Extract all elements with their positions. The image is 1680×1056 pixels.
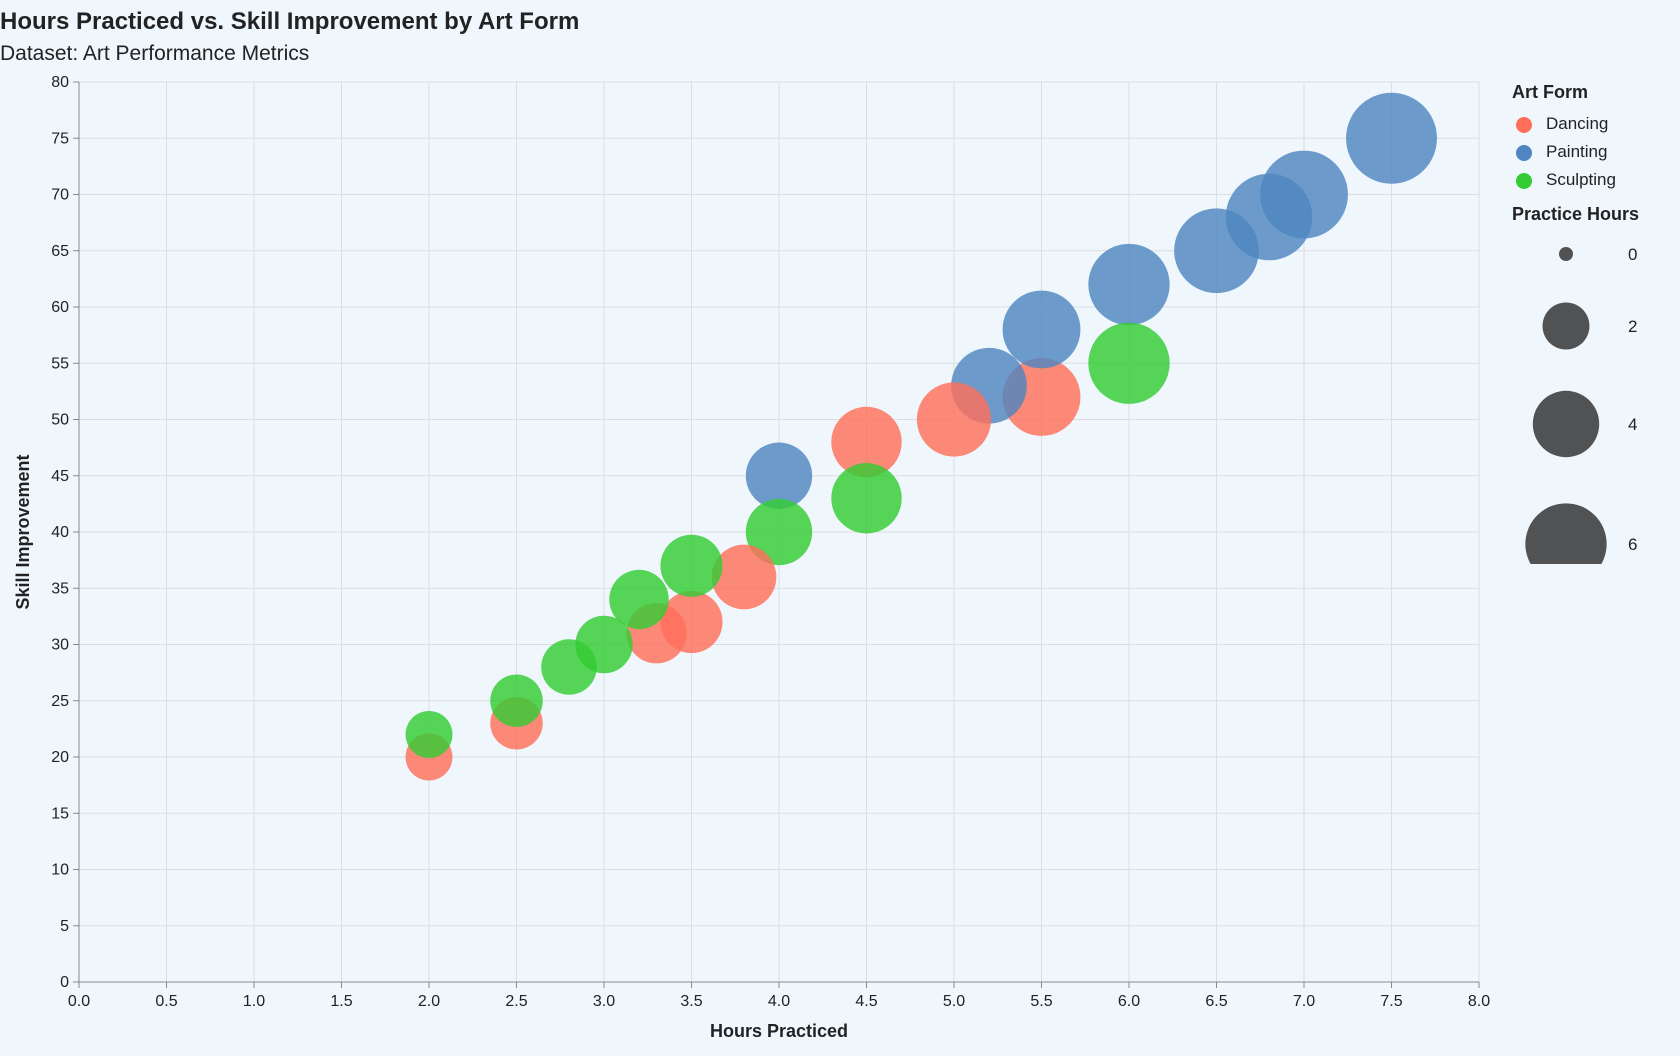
data-point-sculpting xyxy=(405,711,453,758)
y-tick-label: 50 xyxy=(51,412,69,429)
size-legend-label: 4 xyxy=(1628,415,1637,434)
x-tick-label: 2.0 xyxy=(418,993,440,1010)
y-tick-label: 35 xyxy=(51,580,69,597)
y-tick-label: 80 xyxy=(51,74,69,91)
data-point-painting xyxy=(745,442,813,509)
y-tick-label: 25 xyxy=(51,693,69,710)
data-point-painting xyxy=(1088,243,1170,326)
legend-label: Dancing xyxy=(1546,114,1609,133)
x-tick-label: 5.0 xyxy=(943,993,965,1010)
legend-item-sculpting[interactable]: Sculpting xyxy=(1512,167,1680,195)
data-point-sculpting xyxy=(609,569,669,630)
legend-label: Painting xyxy=(1546,142,1608,161)
y-tick-label: 70 xyxy=(51,187,69,204)
y-tick-label: 30 xyxy=(51,637,69,654)
legend-item-dancing[interactable]: Dancing xyxy=(1512,111,1680,139)
color-legend-title: Art Form xyxy=(1512,82,1588,102)
x-tick-label: 3.5 xyxy=(680,993,702,1010)
data-point-painting xyxy=(1174,208,1259,294)
y-axis-title: Skill Improvement xyxy=(13,454,33,609)
scatter-chart: 0.0 0.5 1.0 1.5 2.0 2.5 3.0 3.5 4.0 4.5 5.0 5.5 6.0 6… xyxy=(13,74,1490,1041)
data-point-dancing xyxy=(711,544,777,610)
x-tick-label: 1.0 xyxy=(243,993,265,1010)
legend-label: Sculpting xyxy=(1546,170,1616,189)
x-tick-label: 0.5 xyxy=(155,993,177,1010)
legend-swatch-dancing xyxy=(1516,117,1532,133)
x-axis-title: Hours Practiced xyxy=(710,1021,848,1041)
y-tick-label: 45 xyxy=(51,468,69,485)
y-tick-label: 15 xyxy=(51,805,69,822)
y-tick-label: 20 xyxy=(51,749,69,766)
size-legend-label: 6 xyxy=(1628,535,1637,554)
y-tick-label: 65 xyxy=(51,243,69,260)
size-legend-symbol xyxy=(1542,302,1590,350)
y-tick-label: 60 xyxy=(51,299,69,316)
size-legend-symbol xyxy=(1559,247,1573,261)
data-point-sculpting xyxy=(660,534,723,597)
x-tick-label: 4.5 xyxy=(855,993,877,1010)
color-legend: Art Form Dancing Painting Sculpting xyxy=(1512,82,1680,195)
x-tick-label: 8.0 xyxy=(1468,993,1490,1010)
x-tick-label: 2.5 xyxy=(505,993,527,1010)
x-tick-label: 5.5 xyxy=(1030,993,1052,1010)
chart-title: Hours Practiced vs. Skill Improvement by… xyxy=(0,8,580,35)
size-legend-symbol xyxy=(1525,503,1607,564)
data-point-sculpting xyxy=(831,463,902,534)
x-tick-label: 7.0 xyxy=(1293,993,1315,1010)
y-tick-label: 75 xyxy=(51,130,69,147)
x-tick-label: 6.5 xyxy=(1205,993,1227,1010)
y-tick-label: 0 xyxy=(60,974,69,991)
size-legend: Practice Hours 0 2 4 6 xyxy=(1512,204,1680,564)
x-tick-label: 0.0 xyxy=(68,993,90,1010)
data-point-dancing xyxy=(831,406,902,478)
x-tick-label: 6.0 xyxy=(1118,993,1140,1010)
data-point-sculpting xyxy=(745,498,813,566)
chart-subtitle: Dataset: Art Performance Metrics xyxy=(0,42,310,65)
data-point-dancing xyxy=(916,382,992,457)
data-point-painting xyxy=(1002,290,1081,369)
size-legend-symbols: 0 2 4 6 xyxy=(1525,245,1637,564)
data-point-painting xyxy=(1346,92,1437,184)
size-legend-label: 2 xyxy=(1628,317,1637,336)
size-legend-symbol xyxy=(1532,390,1600,458)
legend-item-painting[interactable]: Painting xyxy=(1512,139,1680,167)
y-tick-label: 5 xyxy=(60,918,69,935)
data-point-sculpting xyxy=(490,674,543,727)
data-point-sculpting xyxy=(1088,322,1170,404)
x-tick-label: 7.5 xyxy=(1380,993,1402,1010)
legend-swatch-sculpting xyxy=(1516,173,1532,189)
size-legend-label: 0 xyxy=(1628,245,1637,264)
x-tick-label: 4.0 xyxy=(768,993,790,1010)
size-legend-title: Practice Hours xyxy=(1512,204,1640,224)
y-tick-label: 10 xyxy=(51,862,69,879)
data-point-sculpting xyxy=(541,639,597,695)
x-tick-label: 1.5 xyxy=(330,993,352,1010)
y-tick-label: 40 xyxy=(51,524,69,541)
legend-swatch-painting xyxy=(1516,145,1532,161)
y-tick-label: 55 xyxy=(51,355,69,372)
x-tick-label: 3.0 xyxy=(593,993,615,1010)
